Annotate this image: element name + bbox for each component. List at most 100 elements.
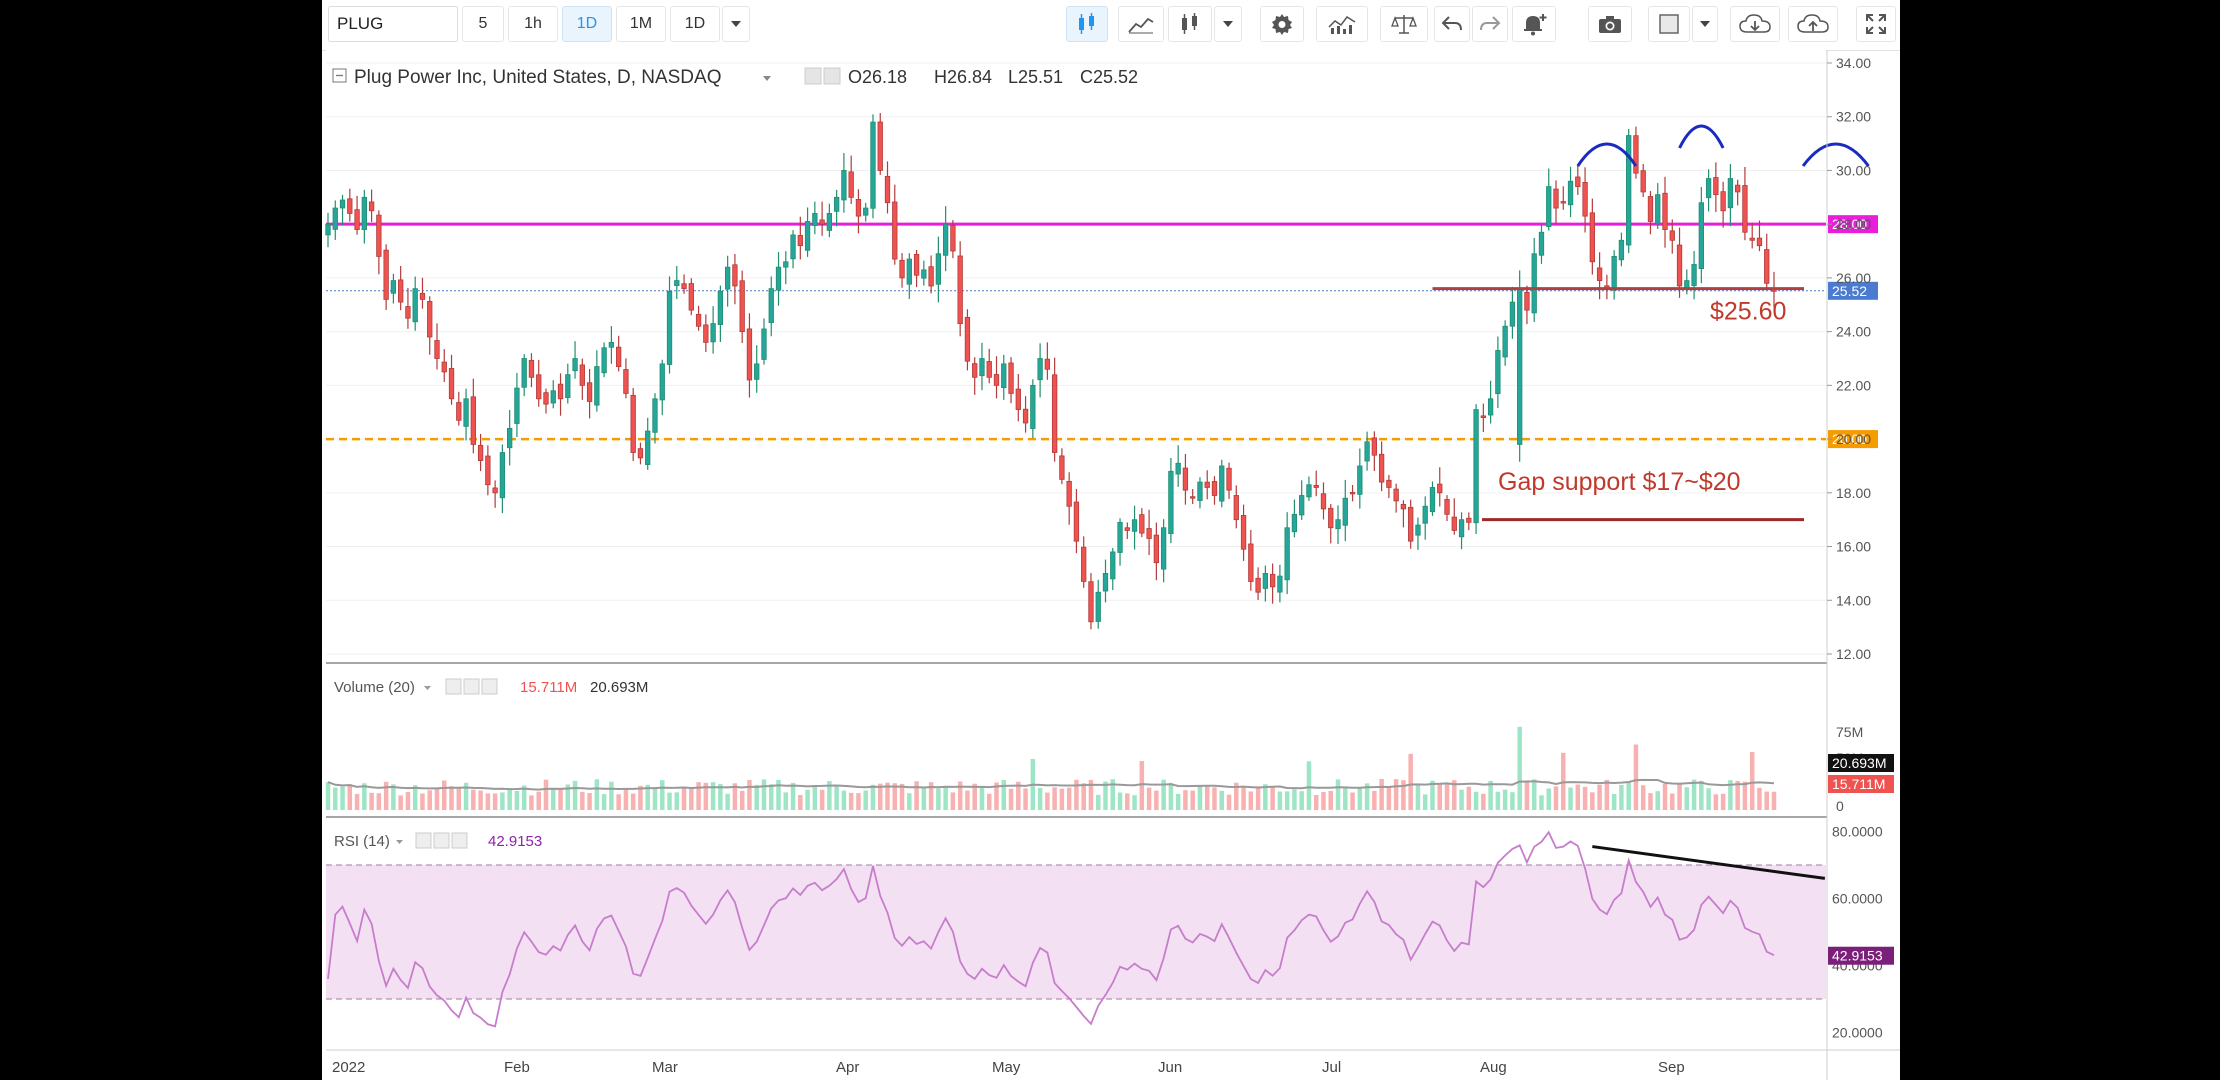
price-tick-label: 20.00 [1836,431,1871,447]
volume-bar [405,792,411,810]
candle-body [528,360,535,378]
fullscreen-button[interactable] [1856,6,1896,42]
close-icon[interactable] [481,678,498,695]
candle-body [950,224,956,252]
save-cloud-button[interactable] [1788,6,1838,42]
volume-bar [703,782,709,810]
compare-button[interactable] [1380,6,1428,42]
price-axis[interactable]: 34.00 32.00 30.00 28.00 26.00 24.00 22.00 20.00… [1827,55,1871,662]
undo-button[interactable] [1434,6,1470,42]
volume-bar [943,786,948,810]
indicators-button[interactable] [1316,6,1368,42]
line-style-button[interactable] [1118,6,1164,42]
candle-body [717,290,724,326]
chevron-down-icon[interactable] [424,686,431,690]
snapshot-button[interactable] [1588,6,1632,42]
candle-body [1291,513,1298,533]
candle-body [1386,479,1392,488]
candle-body [1364,441,1370,462]
horizontal-lines[interactable]: 28.00 20.00 25.52 [326,215,1878,449]
candle-body [427,301,433,338]
volume-bar [1241,787,1246,810]
settings-icon[interactable] [433,832,450,849]
interval-dropdown-button[interactable] [722,6,750,42]
interval-custom-button[interactable]: 1D [670,6,720,42]
interval-1h-button[interactable]: 1h [508,6,558,42]
load-cloud-button[interactable] [1730,6,1780,42]
visibility-icon[interactable] [445,678,462,695]
rsi-band [326,865,1826,999]
volume-bar [863,790,868,810]
bars-icon [1182,13,1197,34]
time-axis[interactable]: 2022 Feb Mar Apr May Jun Jul Aug Sep [332,1059,1685,1076]
alert-button[interactable] [1512,6,1556,42]
pattern-arc-0[interactable] [1576,142,1638,167]
settings-icon[interactable] [823,67,841,85]
bar-style-button[interactable] [1168,6,1212,42]
volume-bar [1161,779,1166,810]
volume-badge [1828,754,1894,772]
symbol-input[interactable] [328,6,458,42]
candle-body [1204,481,1210,488]
candle-body [1560,201,1566,204]
volume-bar [1597,784,1602,810]
candles-style-button[interactable] [1066,6,1108,42]
interval-1m-button[interactable]: 1M [616,6,666,42]
close-icon[interactable] [451,832,468,849]
annotations[interactable]: $25.60 Gap support $17~$20 [1432,124,1870,522]
fullscreen-layout-button[interactable] [1648,6,1690,42]
candle-body [964,316,971,362]
candle-body [1655,194,1661,225]
collapse-icon[interactable] [332,68,347,83]
pattern-arc-2[interactable] [1801,142,1870,167]
chevron-down-icon[interactable] [763,76,771,81]
volume-bar [1553,786,1559,810]
settings-icon[interactable] [463,678,480,695]
layout-dropdown-button[interactable] [1692,6,1718,42]
candle-body [361,196,367,230]
visibility-icon[interactable] [415,832,432,849]
volume-legend-v2: 20.693M [590,679,648,696]
volume-bar [354,793,360,810]
pattern-arc-1[interactable] [1678,124,1725,149]
volume-bar [1539,795,1544,810]
candle-body [1197,481,1203,501]
interval-5-button[interactable]: 5 [462,6,504,42]
volume-bar [1204,786,1210,810]
candle-body [434,340,440,359]
candle-body [536,374,542,400]
price-tick-label: 32.00 [1836,109,1871,125]
chart-area[interactable]: 28.00 20.00 25.52 $25.60 Gap support $17~$2… [322,50,1900,1080]
volume-bar [1103,781,1108,810]
settings-button[interactable] [1260,6,1304,42]
volume-bar [630,793,636,810]
candle-body [1553,188,1559,209]
volume-bar [645,784,650,810]
candle-body [543,392,549,405]
redo-button[interactable] [1472,6,1508,42]
candle-body [565,374,571,399]
volume-bar [1110,779,1116,810]
visibility-icon[interactable] [804,67,822,85]
style-dropdown-button[interactable] [1214,6,1242,42]
volume-badge [1828,775,1894,793]
candle-body [855,199,862,217]
candle-body [1051,374,1058,453]
volume-bar [500,792,505,810]
volume-bar [1146,787,1152,810]
rsi-divergence-line[interactable] [1592,845,1826,880]
candle-body [601,347,607,374]
volume-bar [551,789,556,810]
candle-body [645,430,651,465]
volume-bar [1517,726,1522,810]
candle-body [906,258,912,285]
volume-bar [674,792,680,810]
chevron-down-icon[interactable] [396,840,403,844]
volume-bar [1771,791,1777,810]
interval-1d-button[interactable]: 1D [562,6,612,42]
volume-bar [1284,791,1290,810]
volume-bar [1292,789,1297,810]
volume-bar [601,794,607,810]
volume-bar [1749,751,1755,810]
